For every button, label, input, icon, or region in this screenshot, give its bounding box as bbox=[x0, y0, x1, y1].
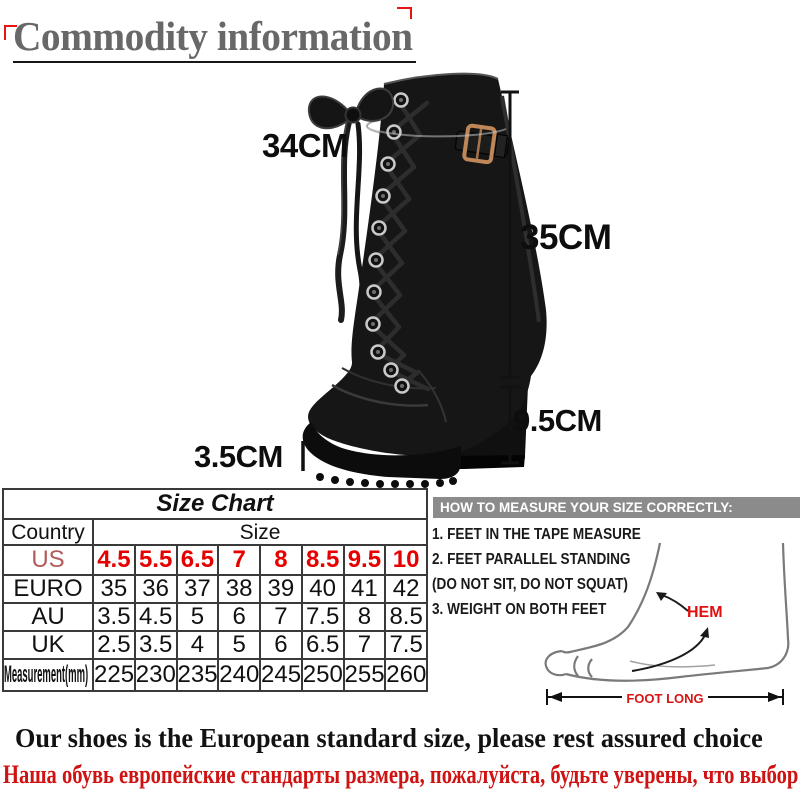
size-cell: 3.5 bbox=[133, 630, 178, 660]
size-cell: 240 bbox=[217, 658, 261, 692]
size-cell: 230 bbox=[133, 658, 178, 692]
size-cell: 9.5 bbox=[342, 544, 387, 576]
size-cell: 35 bbox=[92, 574, 136, 604]
measure-guide-steps: 1. FEET IN THE TAPE MEASURE 2. FEET PARA… bbox=[432, 522, 682, 622]
size-chart-table: Size Chart Country Size US 4.5 5.5 6.5 7 8 8.5… bbox=[2, 488, 428, 692]
shaft-side-shade bbox=[500, 95, 541, 323]
title-underline bbox=[13, 61, 416, 63]
crop-mark-icon bbox=[397, 7, 412, 19]
boot-heel-tread bbox=[443, 455, 525, 469]
size-cell: 8 bbox=[259, 544, 303, 576]
size-cell: 8.5 bbox=[300, 544, 345, 576]
lace-bow bbox=[307, 87, 395, 331]
size-cell: 225 bbox=[92, 658, 136, 692]
crop-mark-icon bbox=[4, 25, 17, 40]
hem-arrows bbox=[631, 592, 709, 672]
country-header: Country bbox=[2, 518, 94, 546]
sole-treads bbox=[316, 473, 457, 488]
circumference-label: 34CM bbox=[262, 127, 349, 164]
measure-guide-header: HOW TO MEASURE YOUR SIZE CORRECTLY: bbox=[433, 497, 800, 518]
shaft-height-label: 35CM bbox=[520, 218, 612, 257]
size-cell: 6.5 bbox=[300, 630, 345, 660]
foot-long-label: FOOT LONG bbox=[622, 692, 708, 706]
size-cell: 36 bbox=[133, 574, 178, 604]
size-cell: 42 bbox=[384, 574, 428, 604]
size-chart-title: Size Chart bbox=[2, 488, 428, 520]
boot-illustration bbox=[301, 72, 547, 488]
size-header: Size bbox=[92, 518, 428, 546]
guide-step: (DO NOT SIT, DO NOT SQUAT) bbox=[432, 576, 628, 593]
size-cell: 260 bbox=[384, 658, 428, 692]
size-cell: 7 bbox=[342, 630, 387, 660]
ankle-seam bbox=[417, 369, 447, 423]
table-row: Measurement(mm) 225 230 235 240 245 250 255 260 bbox=[2, 658, 428, 692]
size-cell: 4 bbox=[175, 630, 220, 660]
size-cell: 6 bbox=[217, 602, 261, 632]
size-table-body: US 4.5 5.5 6.5 7 8 8.5 9.5 10 EURO 35 36 37 38 39 40 41 4… bbox=[2, 544, 428, 692]
size-cell: 8 bbox=[342, 602, 387, 632]
size-cell: 7 bbox=[259, 602, 303, 632]
row-label: UK bbox=[2, 630, 94, 660]
table-row: UK 2.5 3.5 4 5 6 6.5 7 7.5 bbox=[2, 630, 428, 660]
hem-label: HEM bbox=[687, 604, 723, 621]
foot-outline bbox=[544, 542, 790, 682]
row-label: AU bbox=[2, 602, 94, 632]
foot-diagram bbox=[544, 542, 790, 705]
guide-step: 1. FEET IN THE TAPE MEASURE bbox=[432, 526, 641, 543]
footer-russian-line: Наша обувь европейские стандарты размера… bbox=[3, 760, 799, 789]
row-label: US bbox=[2, 544, 94, 576]
size-cell: 39 bbox=[259, 574, 303, 604]
size-cell: 5 bbox=[217, 630, 261, 660]
shaft-top-highlight bbox=[383, 72, 499, 85]
size-cell: 250 bbox=[300, 658, 345, 692]
table-row: AU 3.5 4.5 5 6 7 7.5 8 8.5 bbox=[2, 602, 428, 632]
guide-step: 3. WEIGHT ON BOTH FEET bbox=[432, 601, 607, 618]
circumference-ring-front bbox=[367, 127, 507, 138]
toe-cap-seam bbox=[331, 383, 429, 407]
table-row: US 4.5 5.5 6.5 7 8 8.5 9.5 10 bbox=[2, 544, 428, 576]
size-cell: 37 bbox=[175, 574, 220, 604]
platform-height-label: 3.5CM bbox=[194, 439, 283, 474]
size-cell: 2.5 bbox=[92, 630, 136, 660]
table-row: Country Size bbox=[2, 518, 428, 546]
boot-platform-sole bbox=[302, 422, 461, 479]
table-row: EURO 35 36 37 38 39 40 41 42 bbox=[2, 574, 428, 604]
boot-shaft bbox=[308, 73, 547, 456]
size-cell: 7.5 bbox=[384, 630, 428, 660]
size-cell: 41 bbox=[342, 574, 387, 604]
measurement-lines bbox=[301, 90, 519, 471]
size-cell: 245 bbox=[259, 658, 303, 692]
page-title: Commodity information bbox=[13, 13, 413, 59]
heel-height-label: 9.5CM bbox=[513, 403, 602, 438]
size-cell: 4.5 bbox=[133, 602, 178, 632]
size-cell: 8.5 bbox=[384, 602, 428, 632]
size-cell: 10 bbox=[384, 544, 428, 576]
row-label: Measurement(mm) bbox=[2, 658, 94, 692]
size-cell: 38 bbox=[217, 574, 261, 604]
foot-long-wrap: FOOT LONG bbox=[547, 690, 783, 706]
size-cell: 6 bbox=[259, 630, 303, 660]
size-cell: 7 bbox=[217, 544, 261, 576]
size-cell: 235 bbox=[175, 658, 220, 692]
size-cell: 4.5 bbox=[92, 544, 136, 576]
size-cell: 3.5 bbox=[92, 602, 136, 632]
size-cell: 5 bbox=[175, 602, 220, 632]
size-cell: 255 bbox=[342, 658, 387, 692]
size-cell: 6.5 bbox=[175, 544, 220, 576]
table-row: Size Chart bbox=[2, 488, 428, 520]
size-cell: 40 bbox=[300, 574, 345, 604]
row-label: EURO bbox=[2, 574, 94, 604]
footer-english-line: Our shoes is the European standard size,… bbox=[15, 723, 763, 753]
size-cell: 7.5 bbox=[300, 602, 345, 632]
boot-laces bbox=[365, 92, 431, 394]
size-cell: 5.5 bbox=[133, 544, 178, 576]
guide-step: 2. FEET PARALLEL STANDING bbox=[432, 551, 631, 568]
